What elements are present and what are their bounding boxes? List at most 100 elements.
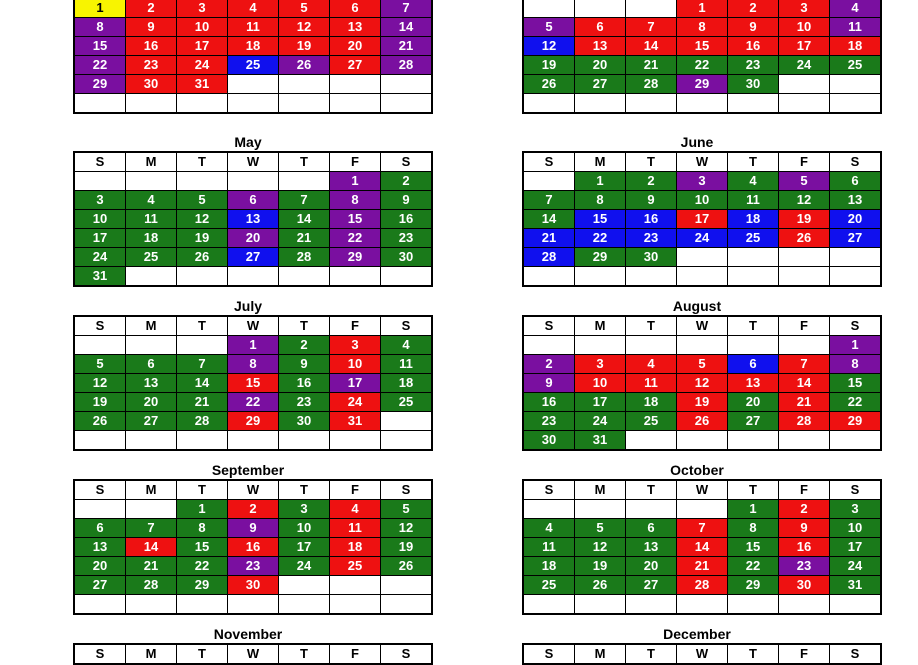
empty-day-cell	[625, 499, 677, 519]
day-cell: 16	[125, 36, 177, 56]
empty-day-cell	[676, 93, 728, 114]
day-cell: 31	[329, 411, 381, 431]
month-august: August S M T W T F S 1 2 3 4 5 6 7 8 9 10 11 12 13 14 15 16 17 18…	[522, 298, 882, 451]
weekday-label: W	[676, 151, 728, 172]
day-cell: 26	[778, 228, 830, 248]
weekday-label: T	[625, 479, 677, 500]
day-cell: 9	[625, 190, 677, 210]
weekday-label: T	[176, 479, 228, 500]
day-cell: 26	[522, 74, 575, 94]
empty-day-cell	[278, 594, 330, 615]
day-cell: 6	[727, 354, 779, 374]
day-cell: 13	[329, 17, 381, 37]
day-cell: 4	[125, 190, 177, 210]
weekday-label: F	[778, 479, 830, 500]
day-cell: 14	[778, 373, 830, 393]
empty-day-cell	[522, 266, 575, 287]
day-cell: 5	[380, 499, 433, 519]
week-row	[73, 594, 433, 615]
day-cell: 4	[829, 0, 882, 18]
empty-day-cell	[574, 266, 626, 287]
weekday-label: W	[676, 479, 728, 500]
day-cell: 16	[278, 373, 330, 393]
day-cell: 2	[125, 0, 177, 18]
day-cell: 3	[329, 335, 381, 355]
day-cell: 31	[176, 74, 228, 94]
day-cell: 21	[278, 228, 330, 248]
day-cell: 6	[125, 354, 177, 374]
day-cell: 20	[227, 228, 279, 248]
day-cell: 13	[727, 373, 779, 393]
day-cell: 21	[625, 55, 677, 75]
empty-day-cell	[676, 335, 728, 355]
empty-day-cell	[329, 74, 381, 94]
week-row: 24 25 26 27 28 29 30	[73, 247, 433, 267]
day-cell: 24	[778, 55, 830, 75]
empty-day-cell	[380, 266, 433, 287]
day-cell: 28	[676, 575, 728, 595]
day-cell: 25	[522, 575, 575, 595]
weekday-label: S	[380, 315, 433, 336]
day-cell: 7	[125, 518, 177, 538]
day-cell: 10	[278, 518, 330, 538]
weekday-label: M	[574, 151, 626, 172]
empty-day-cell	[278, 171, 330, 191]
week-row: 19 20 21 22 23 24 25	[73, 392, 433, 412]
empty-day-cell	[727, 266, 779, 287]
weekday-label: T	[727, 643, 779, 665]
month-block-0: SMTWTFS123456789101112131415161718192021…	[73, 0, 433, 114]
empty-day-cell	[73, 93, 126, 114]
day-cell: 23	[380, 228, 433, 248]
day-cell: 3	[278, 499, 330, 519]
day-cell: 10	[676, 190, 728, 210]
day-cell: 25	[829, 55, 882, 75]
weekday-label: S	[522, 315, 575, 336]
week-row: 5 6 7 8 9 10 11	[73, 354, 433, 374]
day-cell: 28	[176, 411, 228, 431]
empty-day-cell	[278, 74, 330, 94]
empty-day-cell	[329, 93, 381, 114]
day-cell: 24	[329, 392, 381, 412]
day-cell: 9	[778, 518, 830, 538]
day-cell: 3	[778, 0, 830, 18]
empty-day-cell	[727, 247, 779, 267]
day-cell: 18	[380, 373, 433, 393]
day-cell: 3	[176, 0, 228, 18]
day-cell: 11	[625, 373, 677, 393]
day-cell: 18	[227, 36, 279, 56]
weekday-label: T	[625, 643, 677, 665]
day-cell: 6	[574, 17, 626, 37]
month-title: May	[234, 134, 262, 150]
day-cell: 21	[380, 36, 433, 56]
day-cell: 13	[829, 190, 882, 210]
week-row: 5 6 7 8 9 10 11	[522, 17, 882, 37]
day-cell: 14	[380, 17, 433, 37]
empty-day-cell	[522, 171, 575, 191]
month-title: July	[233, 298, 262, 314]
day-cell: 4	[227, 0, 279, 18]
day-cell: 17	[329, 373, 381, 393]
empty-day-cell	[125, 499, 177, 519]
month-october: October S M T W T F S 1 2 3 4 5 6 7 8 9 10 11 12 13 14 15 16 17 1…	[522, 462, 882, 615]
weekday-label: T	[278, 643, 330, 665]
day-cell: 27	[829, 228, 882, 248]
day-cell: 13	[625, 537, 677, 557]
day-cell: 5	[676, 354, 728, 374]
week-row: 16 17 18 19 20 21 22	[522, 392, 882, 412]
day-cell: 12	[278, 17, 330, 37]
day-cell: 27	[125, 411, 177, 431]
month-title: December	[663, 626, 731, 642]
day-cell: 5	[778, 171, 830, 191]
empty-day-cell	[176, 93, 228, 114]
empty-day-cell	[676, 247, 728, 267]
empty-day-cell	[125, 266, 177, 287]
empty-day-cell	[625, 594, 677, 615]
empty-day-cell	[278, 93, 330, 114]
month-title: June	[680, 134, 714, 150]
day-cell: 5	[278, 0, 330, 18]
day-cell: 6	[227, 190, 279, 210]
empty-day-cell	[329, 594, 381, 615]
day-cell: 8	[676, 17, 728, 37]
